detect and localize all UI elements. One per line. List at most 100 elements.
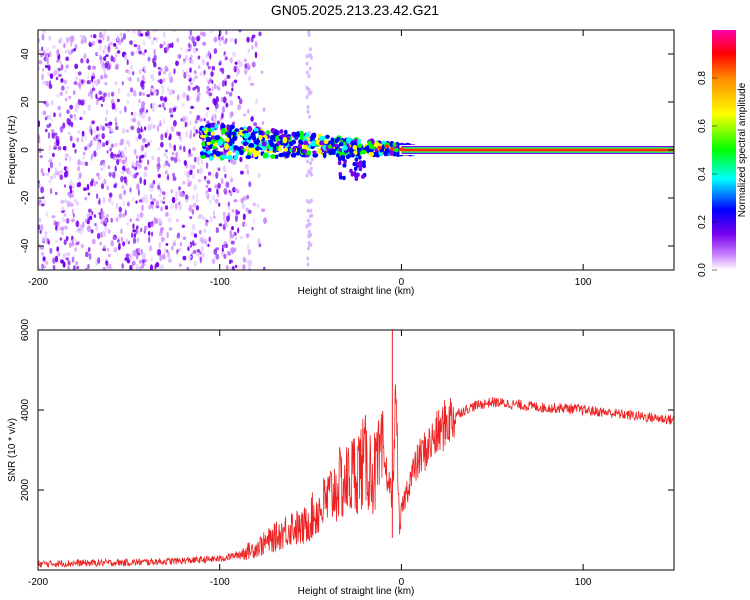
noise-speck <box>309 47 312 52</box>
noise-speck <box>212 194 215 201</box>
noise-speck <box>91 178 95 183</box>
noise-speck <box>112 57 116 63</box>
noise-speck <box>176 219 180 223</box>
noise-speck <box>49 247 53 254</box>
snr-plot: -200 -100 0 100 2000 4000 6000 Height of straig… <box>7 318 675 597</box>
noise-speck <box>42 256 46 261</box>
noise-speck <box>307 169 311 174</box>
noise-speck <box>179 263 182 267</box>
noise-speck <box>140 126 143 133</box>
noise-speck <box>222 165 227 173</box>
x-tick-label: -100 <box>210 577 230 588</box>
signal-blob <box>274 129 279 136</box>
noise-speck <box>144 258 147 263</box>
noise-speck <box>48 84 53 89</box>
noise-speck <box>99 96 103 101</box>
signal-blob <box>237 147 242 152</box>
noise-speck <box>169 88 173 95</box>
noise-speck <box>132 223 135 230</box>
noise-speck <box>158 193 162 198</box>
noise-speck <box>136 77 140 83</box>
noise-speck <box>53 112 56 118</box>
noise-speck <box>114 52 118 59</box>
noise-speck <box>62 146 67 151</box>
noise-speck <box>170 114 174 118</box>
noise-speck <box>54 191 58 196</box>
noise-speck <box>183 145 186 153</box>
noise-speck <box>166 43 169 48</box>
noise-speck <box>187 246 190 251</box>
noise-speck <box>133 44 138 48</box>
signal-peak <box>390 146 395 151</box>
noise-speck <box>107 165 111 170</box>
noise-speck <box>126 59 129 66</box>
noise-speck <box>205 90 210 95</box>
noise-speck <box>52 44 56 49</box>
noise-speck <box>235 65 239 70</box>
noise-speck <box>60 85 65 91</box>
noise-speck <box>203 228 207 234</box>
noise-speck <box>171 152 175 156</box>
noise-speck <box>188 120 193 126</box>
noise-speck <box>69 179 73 187</box>
noise-speck <box>74 247 78 252</box>
noise-speck <box>305 70 309 75</box>
noise-speck <box>246 168 250 175</box>
noise-speck <box>214 117 217 123</box>
noise-speck <box>116 98 120 103</box>
noise-speck <box>143 70 147 74</box>
noise-speck <box>169 133 172 140</box>
signal-blob <box>255 146 260 151</box>
signal-blob <box>262 152 268 159</box>
noise-speck <box>182 255 187 261</box>
noise-speck <box>40 168 44 174</box>
noise-speck <box>133 260 136 266</box>
signal-peak <box>399 147 404 152</box>
noise-speck <box>153 54 157 62</box>
signal-blob <box>357 143 363 148</box>
noise-speck <box>168 71 172 79</box>
y-tick-label: 0 <box>20 147 31 153</box>
noise-speck <box>44 64 49 69</box>
noise-speck <box>80 34 84 40</box>
noise-speck <box>221 80 225 87</box>
noise-speck <box>65 218 70 224</box>
noise-speck <box>71 193 75 198</box>
noise-speck <box>229 190 233 197</box>
noise-speck <box>225 56 228 61</box>
noise-speck <box>168 163 171 167</box>
noise-speck <box>168 107 172 114</box>
signal-blob <box>278 146 283 152</box>
noise-speck <box>112 43 117 47</box>
noise-speck <box>108 196 112 203</box>
noise-speck <box>80 79 84 84</box>
signal-blob <box>297 143 302 149</box>
noise-speck <box>108 263 112 270</box>
noise-speck <box>107 138 111 143</box>
noise-speck <box>112 235 116 240</box>
y-tick-label: -40 <box>20 238 31 253</box>
signal-blob <box>362 160 366 165</box>
noise-speck <box>55 135 60 143</box>
noise-speck <box>136 183 140 191</box>
noise-speck <box>117 87 121 95</box>
noise-speck <box>132 197 135 202</box>
signal-blob <box>322 151 327 159</box>
noise-speck <box>213 83 217 90</box>
noise-speck <box>40 251 45 257</box>
noise-speck <box>142 92 145 96</box>
noise-speck <box>110 217 113 223</box>
signal-blob <box>346 137 352 144</box>
noise-speck <box>306 86 310 91</box>
noise-speck <box>235 208 238 216</box>
noise-speck <box>106 185 109 191</box>
noise-speck <box>102 65 106 72</box>
noise-speck <box>209 215 213 223</box>
noise-speck <box>245 259 249 264</box>
noise-speck <box>182 180 186 185</box>
noise-speck <box>165 155 169 160</box>
noise-speck <box>254 40 258 47</box>
noise-speck <box>203 118 206 122</box>
signal-blob <box>347 153 352 159</box>
